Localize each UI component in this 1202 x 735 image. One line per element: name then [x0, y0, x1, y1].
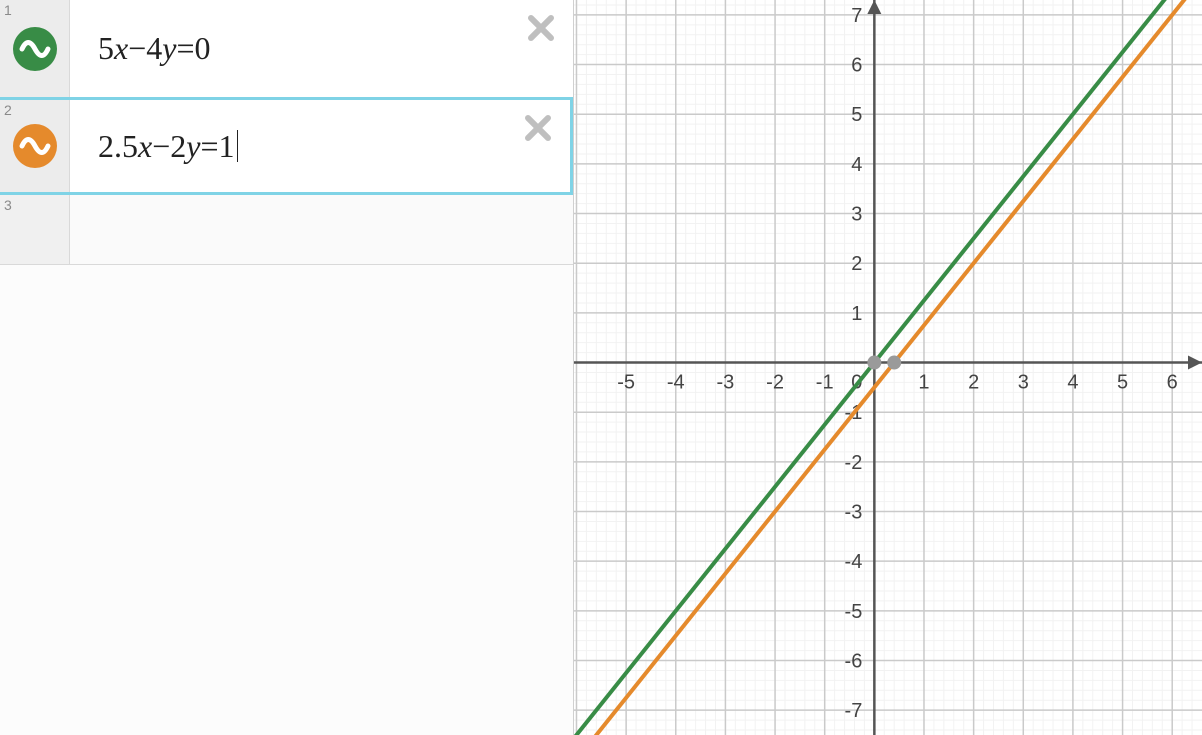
delete-expression-button[interactable]	[521, 8, 561, 48]
y-tick-label: 6	[851, 55, 862, 77]
delete-expression-button[interactable]	[518, 108, 558, 148]
y-tick-label: -5	[845, 601, 863, 623]
graph-canvas[interactable]: -5-4-3-2-1123456-7-6-5-4-3-2-112345670	[574, 0, 1202, 735]
expression-input[interactable]: 5x − 4y = 0	[70, 0, 573, 97]
y-tick-label: -7	[845, 700, 863, 722]
y-tick-label: -2	[845, 452, 863, 474]
expression-tab[interactable]: 2	[0, 100, 70, 192]
y-tick-label: 3	[851, 204, 862, 226]
y-tick-label: 2	[851, 253, 862, 275]
line-2[interactable]	[574, 0, 1202, 735]
y-tick-label: 7	[851, 5, 862, 27]
expression-row-2[interactable]: 2 2.5x − 2y = 1	[0, 97, 573, 195]
y-tick-label: 4	[851, 154, 862, 176]
x-tick-label: -3	[717, 372, 735, 394]
expression-index: 2	[4, 102, 12, 118]
x-tick-label: -4	[667, 372, 685, 394]
y-tick-label: -4	[845, 551, 863, 573]
coordinate-plane[interactable]: -5-4-3-2-1123456-7-6-5-4-3-2-112345670	[574, 0, 1202, 735]
x-tick-label: -5	[617, 372, 635, 394]
expression-index: 1	[4, 2, 12, 18]
wave-icon[interactable]	[13, 124, 57, 168]
intercept-1[interactable]	[867, 356, 881, 370]
x-tick-label: 3	[1018, 372, 1029, 394]
expression-input[interactable]: 2.5x − 2y = 1	[70, 100, 570, 192]
x-tick-label: 2	[968, 372, 979, 394]
intercept-2[interactable]	[887, 356, 901, 370]
app-root: 1 5x − 4y = 0 2 2.5x − 2y = 1 3 -5 -4 -3 -2 -1 1 2…	[0, 0, 1202, 735]
expression-row-3[interactable]: 3	[0, 195, 573, 265]
x-tick-label: 6	[1167, 372, 1178, 394]
x-tick-label: -1	[816, 372, 834, 394]
expression-index: 3	[4, 197, 12, 213]
y-tick-label: 5	[851, 104, 862, 126]
text-cursor	[237, 130, 238, 162]
expression-list: 1 5x − 4y = 0 2 2.5x − 2y = 1 3	[0, 0, 574, 735]
x-tick-label: 5	[1117, 372, 1128, 394]
y-tick-label: 1	[851, 303, 862, 325]
wave-icon[interactable]	[13, 27, 57, 71]
y-tick-label: -6	[845, 651, 863, 673]
x-tick-label: -2	[766, 372, 784, 394]
expression-row-1[interactable]: 1 5x − 4y = 0	[0, 0, 573, 98]
expression-tab[interactable]: 1	[0, 0, 70, 97]
y-tick-label: -3	[845, 502, 863, 524]
expression-input[interactable]	[70, 195, 573, 264]
expression-tab[interactable]: 3	[0, 195, 70, 264]
x-tick-label: 1	[918, 372, 929, 394]
x-tick-label: 4	[1067, 372, 1078, 394]
